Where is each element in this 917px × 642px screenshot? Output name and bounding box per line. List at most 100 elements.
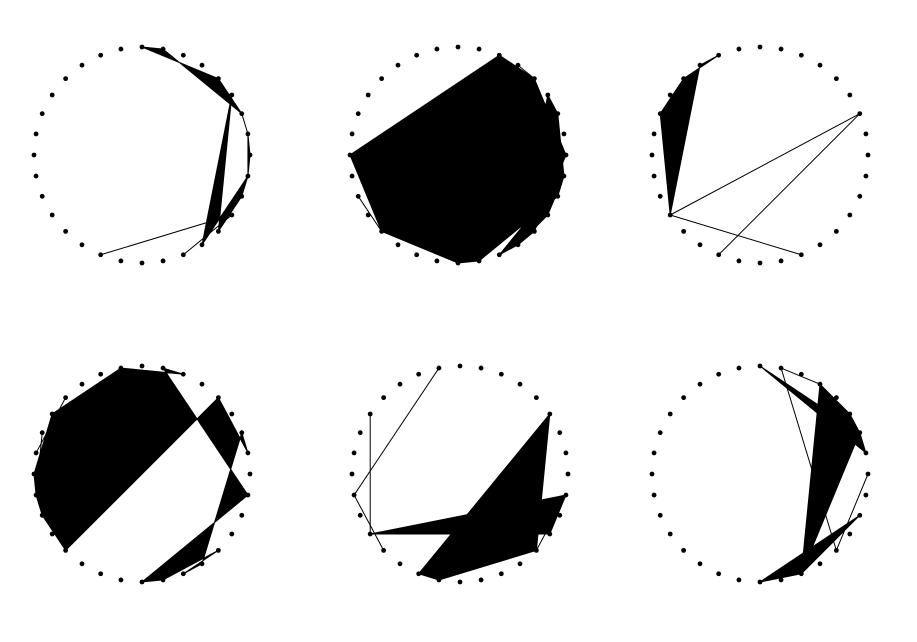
circle-point bbox=[351, 450, 357, 456]
circle-point bbox=[681, 76, 687, 82]
circle-point bbox=[367, 411, 373, 417]
circle-point bbox=[865, 152, 871, 158]
circle-point bbox=[496, 252, 502, 258]
circle-point bbox=[778, 258, 784, 264]
circle-point bbox=[716, 52, 722, 58]
filled-region bbox=[417, 412, 551, 581]
circle-point bbox=[239, 111, 245, 117]
filled-region bbox=[370, 494, 567, 535]
circle-point bbox=[455, 260, 461, 266]
circle-point bbox=[667, 92, 673, 98]
filled-region bbox=[517, 93, 565, 247]
panel-6 bbox=[649, 363, 871, 585]
circle-point bbox=[39, 512, 45, 518]
circle-point bbox=[397, 381, 403, 387]
circle-point bbox=[455, 44, 461, 50]
circle-point bbox=[565, 471, 571, 477]
circle-point bbox=[847, 411, 853, 417]
circle-point bbox=[555, 193, 561, 199]
circle-point bbox=[245, 492, 251, 498]
circle-point bbox=[118, 365, 124, 371]
circle-point bbox=[657, 512, 663, 518]
chord-line bbox=[35, 432, 43, 496]
circle-point bbox=[817, 242, 823, 248]
circle-point bbox=[139, 579, 145, 585]
chord-line bbox=[100, 214, 232, 256]
circle-point bbox=[716, 571, 722, 577]
circle-point bbox=[736, 365, 742, 371]
circle-point bbox=[496, 52, 502, 58]
circle-point bbox=[857, 111, 863, 117]
circle-point bbox=[798, 371, 804, 377]
circle-point bbox=[139, 44, 145, 50]
circle-point bbox=[657, 430, 663, 436]
circle-point bbox=[847, 212, 853, 218]
circle-point bbox=[778, 46, 784, 52]
circle-point bbox=[716, 371, 722, 377]
circle-point bbox=[349, 131, 355, 137]
chord-line bbox=[183, 214, 233, 256]
circle-point bbox=[476, 46, 482, 52]
circle-point bbox=[39, 193, 45, 199]
circle-point bbox=[517, 381, 523, 387]
circle-point bbox=[545, 92, 551, 98]
chord-line bbox=[835, 473, 869, 551]
circle-point bbox=[31, 152, 37, 158]
circle-point bbox=[160, 258, 166, 264]
circle-point bbox=[649, 471, 655, 477]
circle-point bbox=[349, 471, 355, 477]
circle-point bbox=[199, 62, 205, 68]
circle-point bbox=[49, 411, 55, 417]
panel-1 bbox=[31, 44, 253, 266]
chord-line bbox=[780, 367, 837, 551]
circle-point bbox=[215, 76, 221, 82]
circle-point bbox=[563, 492, 569, 498]
circle-point bbox=[657, 111, 663, 117]
circle-point bbox=[365, 92, 371, 98]
circle-point bbox=[457, 363, 463, 369]
circle-point bbox=[160, 577, 166, 583]
chord-line bbox=[669, 113, 861, 216]
circle-point bbox=[651, 450, 657, 456]
circle-point bbox=[199, 242, 205, 248]
circle-point bbox=[478, 577, 484, 583]
circle-point bbox=[245, 173, 251, 179]
circle-point bbox=[397, 561, 403, 567]
circle-point bbox=[79, 381, 85, 387]
circle-point bbox=[98, 252, 104, 258]
circle-point bbox=[716, 252, 722, 258]
circle-point bbox=[229, 411, 235, 417]
circle-point bbox=[98, 52, 104, 58]
circle-point bbox=[160, 46, 166, 52]
circle-point bbox=[557, 512, 563, 518]
circle-point bbox=[557, 430, 563, 436]
chord-line bbox=[718, 113, 861, 256]
circle-point bbox=[436, 365, 442, 371]
circle-point bbox=[533, 395, 539, 401]
circle-point bbox=[379, 228, 385, 234]
circle-point bbox=[357, 430, 363, 436]
circle-point bbox=[736, 46, 742, 52]
circle-point bbox=[118, 258, 124, 264]
circle-point bbox=[139, 260, 145, 266]
circle-point bbox=[798, 52, 804, 58]
filled-region bbox=[33, 367, 249, 583]
circle-point bbox=[863, 492, 869, 498]
circle-point bbox=[833, 228, 839, 234]
circle-point bbox=[247, 471, 253, 477]
chord-line bbox=[670, 214, 802, 256]
circle-point bbox=[757, 579, 763, 585]
circle-point bbox=[355, 111, 361, 117]
circle-point bbox=[545, 212, 551, 218]
circle-point bbox=[139, 363, 145, 369]
circle-point bbox=[651, 492, 657, 498]
circle-point bbox=[229, 531, 235, 537]
circle-point bbox=[229, 92, 235, 98]
circle-point bbox=[817, 62, 823, 68]
circle-point bbox=[416, 371, 422, 377]
circle-point bbox=[857, 512, 863, 518]
circle-point bbox=[736, 577, 742, 583]
circle-point bbox=[667, 531, 673, 537]
circle-point bbox=[531, 76, 537, 82]
